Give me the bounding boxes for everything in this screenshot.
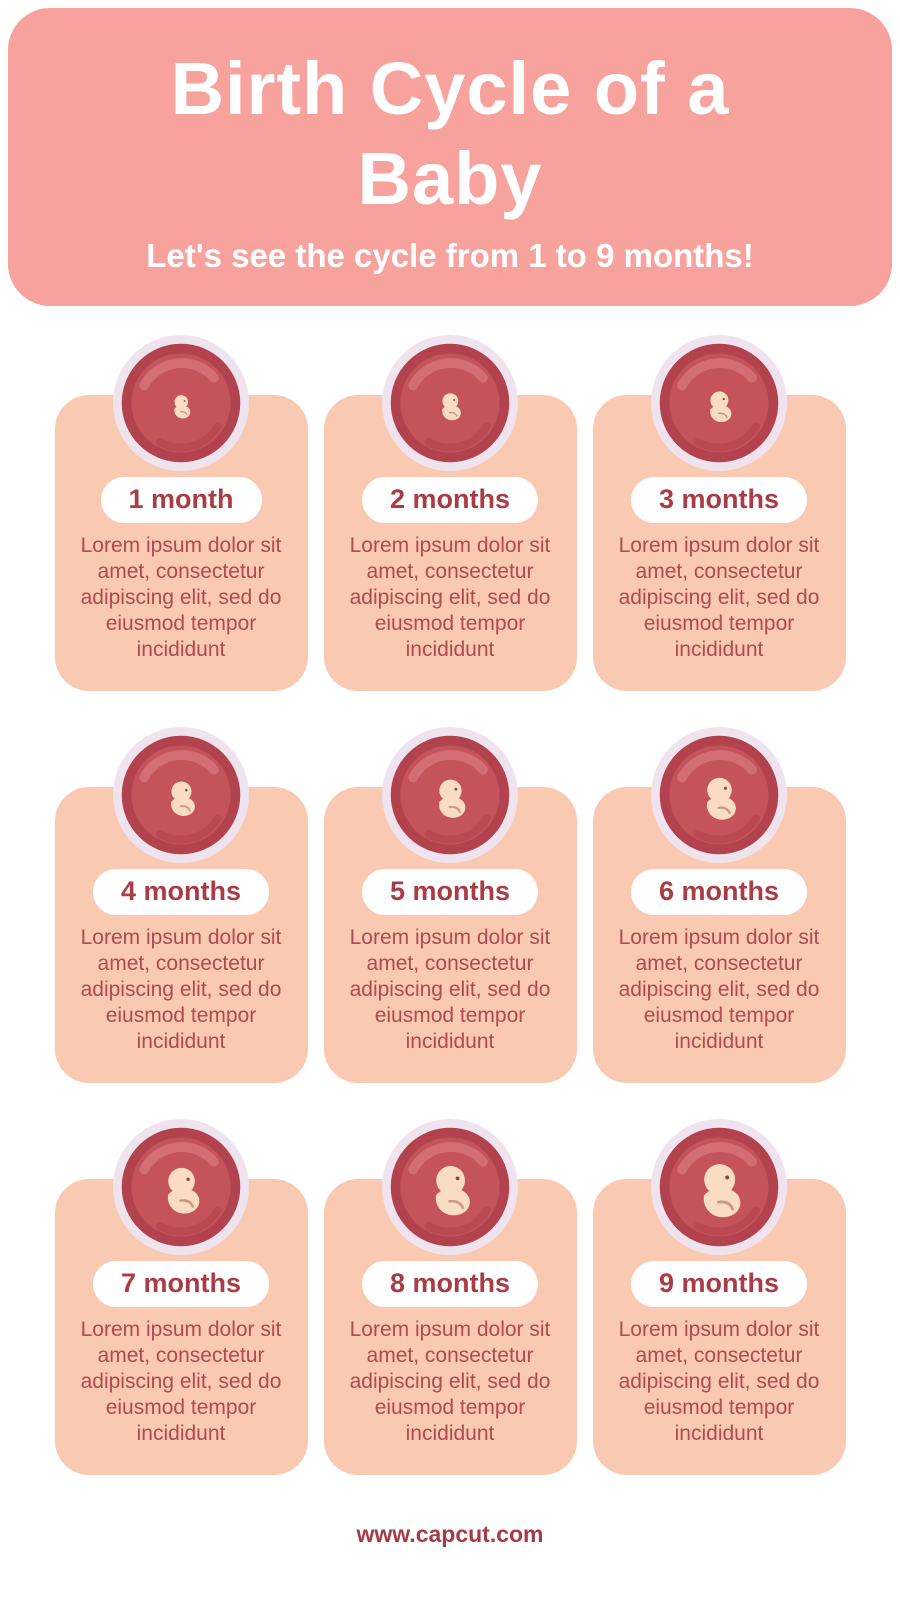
month-card-2: 2 months Lorem ipsum dolor sit amet, con… — [323, 335, 577, 691]
month-label: 9 months — [658, 1268, 779, 1298]
card-body-text: Lorem ipsum dolor sit amet, consectetur … — [618, 925, 820, 1053]
month-card-7: 7 months Lorem ipsum dolor sit amet, con… — [54, 1119, 308, 1475]
month-label-pill: 9 months — [630, 1261, 807, 1307]
month-label-pill: 2 months — [361, 477, 538, 523]
page-subtitle: Let's see the cycle from 1 to 9 months! — [146, 236, 754, 274]
month-card-9: 9 months Lorem ipsum dolor sit amet, con… — [592, 1119, 846, 1475]
card-body-text: Lorem ipsum dolor sit amet, consectetur … — [349, 925, 551, 1053]
womb-fetus-icon — [113, 335, 249, 471]
month-card-6: 6 months Lorem ipsum dolor sit amet, con… — [592, 727, 846, 1083]
womb-illustration — [113, 1119, 249, 1255]
womb-illustration — [651, 727, 787, 863]
womb-fetus-icon — [113, 1119, 249, 1255]
month-label: 2 months — [389, 484, 510, 514]
month-label-pill: 6 months — [630, 869, 807, 915]
womb-fetus-icon — [113, 727, 249, 863]
month-label-pill: 8 months — [361, 1261, 538, 1307]
month-label-pill: 5 months — [361, 869, 538, 915]
card-body-text: Lorem ipsum dolor sit amet, consectetur … — [349, 533, 551, 661]
month-label: 1 month — [128, 484, 234, 514]
womb-fetus-icon — [382, 727, 518, 863]
card-body-text: Lorem ipsum dolor sit amet, consectetur … — [80, 925, 282, 1053]
womb-illustration — [113, 335, 249, 471]
month-card-3: 3 months Lorem ipsum dolor sit amet, con… — [592, 335, 846, 691]
card-body-text: Lorem ipsum dolor sit amet, consectetur … — [349, 1317, 551, 1445]
womb-illustration — [113, 727, 249, 863]
womb-illustration — [651, 335, 787, 471]
womb-fetus-icon — [651, 727, 787, 863]
month-label-pill: 1 month — [100, 477, 262, 523]
month-card-4: 4 months Lorem ipsum dolor sit amet, con… — [54, 727, 308, 1083]
card-body-text: Lorem ipsum dolor sit amet, consectetur … — [80, 533, 282, 661]
month-label: 8 months — [389, 1268, 510, 1298]
month-label-pill: 3 months — [630, 477, 807, 523]
womb-fetus-icon — [651, 1119, 787, 1255]
month-card-1: 1 month Lorem ipsum dolor sit amet, cons… — [54, 335, 308, 691]
womb-fetus-icon — [651, 335, 787, 471]
header-banner: Birth Cycle of a Baby Let's see the cycl… — [8, 8, 892, 306]
month-card-5: 5 months Lorem ipsum dolor sit amet, con… — [323, 727, 577, 1083]
card-body-text: Lorem ipsum dolor sit amet, consectetur … — [80, 1317, 282, 1445]
footer-url: www.capcut.com — [356, 1521, 544, 1547]
womb-illustration — [382, 727, 518, 863]
month-label: 5 months — [389, 876, 510, 906]
card-body-text: Lorem ipsum dolor sit amet, consectetur … — [618, 1317, 820, 1445]
month-label-pill: 7 months — [92, 1261, 269, 1307]
womb-illustration — [382, 335, 518, 471]
page-title: Birth Cycle of a Baby — [38, 44, 862, 225]
womb-illustration — [651, 1119, 787, 1255]
womb-fetus-icon — [382, 1119, 518, 1255]
womb-illustration — [382, 1119, 518, 1255]
cards-grid: 1 month Lorem ipsum dolor sit amet, cons… — [0, 335, 900, 1475]
page: { "header": { "title_lines": ["Birth Cyc… — [0, 8, 900, 1608]
month-label: 6 months — [658, 876, 779, 906]
page-title-line-2: Baby — [357, 137, 543, 221]
month-label: 7 months — [120, 1268, 241, 1298]
card-body-text: Lorem ipsum dolor sit amet, consectetur … — [618, 533, 820, 661]
womb-fetus-icon — [382, 335, 518, 471]
month-label: 3 months — [658, 484, 779, 514]
month-label: 4 months — [120, 876, 241, 906]
month-label-pill: 4 months — [92, 869, 269, 915]
page-title-line-1: Birth Cycle of a — [170, 47, 730, 130]
month-card-8: 8 months Lorem ipsum dolor sit amet, con… — [323, 1119, 577, 1475]
